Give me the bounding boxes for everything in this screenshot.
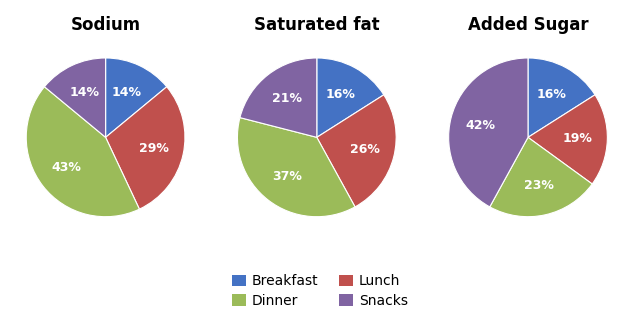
Text: 42%: 42% xyxy=(465,119,495,131)
Text: 14%: 14% xyxy=(111,86,141,99)
Wedge shape xyxy=(317,95,396,207)
Wedge shape xyxy=(26,87,140,217)
Text: 23%: 23% xyxy=(524,179,554,192)
Wedge shape xyxy=(449,58,528,207)
Wedge shape xyxy=(528,95,607,184)
Wedge shape xyxy=(528,58,595,137)
Text: 21%: 21% xyxy=(271,92,301,105)
Wedge shape xyxy=(317,58,384,137)
Title: Added Sugar: Added Sugar xyxy=(468,16,588,34)
Text: 43%: 43% xyxy=(52,161,82,174)
Wedge shape xyxy=(240,58,317,137)
Text: 16%: 16% xyxy=(537,88,566,101)
Wedge shape xyxy=(490,137,592,217)
Wedge shape xyxy=(237,118,355,217)
Title: Sodium: Sodium xyxy=(70,16,141,34)
Wedge shape xyxy=(106,87,185,209)
Title: Saturated fat: Saturated fat xyxy=(254,16,380,34)
Text: 14%: 14% xyxy=(70,86,100,99)
Text: 37%: 37% xyxy=(272,170,301,183)
Text: 26%: 26% xyxy=(349,143,380,156)
Text: 19%: 19% xyxy=(563,132,592,146)
Text: 16%: 16% xyxy=(326,88,355,101)
Text: 29%: 29% xyxy=(139,142,168,155)
Wedge shape xyxy=(44,58,106,137)
Legend: Breakfast, Dinner, Lunch, Snacks: Breakfast, Dinner, Lunch, Snacks xyxy=(227,269,413,313)
Wedge shape xyxy=(106,58,167,137)
